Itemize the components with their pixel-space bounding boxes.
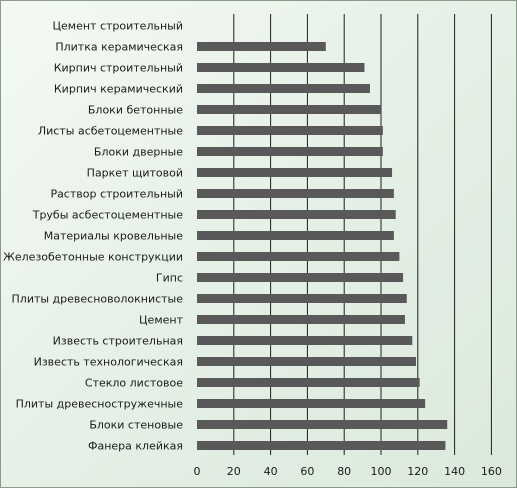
x-tick-label: 60 [300,465,314,478]
x-tick-label: 80 [337,465,351,478]
category-label: Листы асбетоцементные [38,125,183,138]
bar [197,294,407,303]
bar [197,273,404,282]
category-label: Плитка керамическая [55,41,183,54]
category-label: Блоки бетонные [88,104,183,117]
bar [197,336,413,345]
category-label: Блоки стеновые [89,419,183,432]
bar [197,42,326,51]
bar [197,357,416,366]
bar [197,126,383,135]
x-tick-label: 100 [371,465,392,478]
category-label: Плиты древесностружечные [16,398,184,411]
bar [197,105,381,114]
bar [197,420,448,429]
category-label: Цемент строительный [52,20,183,33]
category-label: Стекло листовое [85,377,183,390]
category-labels: Цемент строительный Плитка керамическая Ки… [3,20,184,453]
category-label: Раствор строительный [50,188,183,201]
category-label: Кирпич керамический [54,83,183,96]
bar [197,399,426,408]
x-tick-labels: 0 20 40 60 80 100 120 140 160 [194,465,502,478]
bar [197,315,405,324]
category-label: Блоки дверные [94,146,183,159]
bar [197,147,383,156]
category-label: Гипс [156,272,183,285]
x-tick-label: 0 [194,465,201,478]
category-label: Известь технологическая [34,356,183,369]
bar [197,252,400,261]
category-label: Трубы асбестоцементные [32,209,183,222]
category-label: Кирпич строительный [54,62,183,75]
bars [197,42,448,450]
category-label: Паркет щитовой [87,167,183,180]
bar [197,84,370,93]
category-label: Цемент [139,314,184,327]
bar [197,168,393,177]
category-label: Известь строительная [53,335,183,348]
bar [197,231,394,240]
bar [197,378,420,387]
bar [197,63,365,72]
bar [197,441,446,450]
x-tick-label: 140 [444,465,465,478]
x-tick-label: 20 [227,465,241,478]
category-label: Материалы кровельные [44,230,183,243]
category-label: Плиты древесноволокнистые [12,293,184,306]
category-label: Железобетонные конструкции [3,251,183,264]
x-tick-label: 40 [264,465,278,478]
bar [197,189,394,198]
bar [197,210,396,219]
x-tick-label: 160 [481,465,502,478]
x-tick-label: 120 [407,465,428,478]
category-label: Фанера клейкая [88,440,183,453]
